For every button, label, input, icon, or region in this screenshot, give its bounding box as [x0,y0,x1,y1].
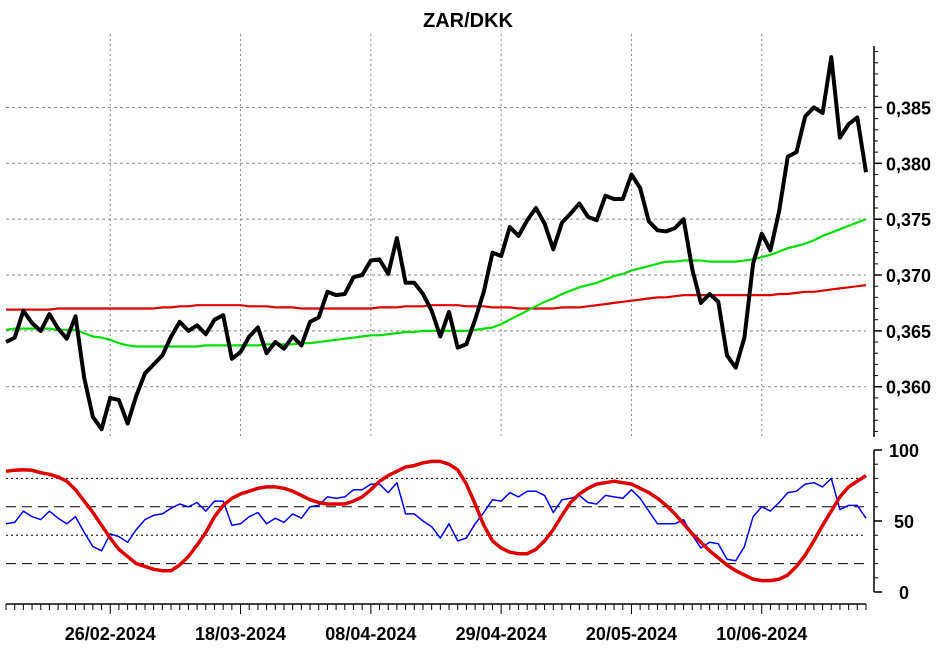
x-tick-label: 20/05-2024 [586,624,677,644]
y-tick-label: 0,370 [886,266,931,286]
x-tick-label: 18/03-2024 [195,624,286,644]
top-panel-y-axis: 0,360 0,365 0,370 0,375 0,380 0,385 [873,46,931,437]
bottom-tick-label: 50 [894,512,914,532]
x-tick-label: 26/02-2024 [65,624,156,644]
y-tick-label: 0,360 [886,378,931,398]
series-line-1 [5,218,867,348]
x-tick-label: 29/04-2024 [456,624,547,644]
y-tick-label: 0,365 [886,322,931,342]
y-tick-label: 0,375 [886,210,931,230]
bottom-tick-label: 0 [899,583,909,603]
x-tick-label: 08/04-2024 [325,624,416,644]
y-tick-label: 0,385 [886,98,931,118]
bottom-panel-gridlines [6,477,866,565]
bottom-panel-series [5,459,867,583]
x-tick-label: 10/06-2024 [716,624,807,644]
top-panel-gridlines [6,34,866,437]
bottom-panel-y-axis: 0 50 100 [873,441,919,603]
y-tick-label: 0,380 [886,154,931,174]
x-axis: 26/02-2024 18/03-2024 08/04-2024 29/04-2024… [5,603,867,644]
oscillator-line-0 [5,477,867,562]
oscillator-line-1 [5,459,867,583]
series-line-0 [5,55,868,432]
top-panel-series [5,55,868,432]
series-line-2 [6,284,867,311]
chart-title: ZAR/DKK [423,10,514,32]
bottom-tick-label: 100 [889,441,919,461]
